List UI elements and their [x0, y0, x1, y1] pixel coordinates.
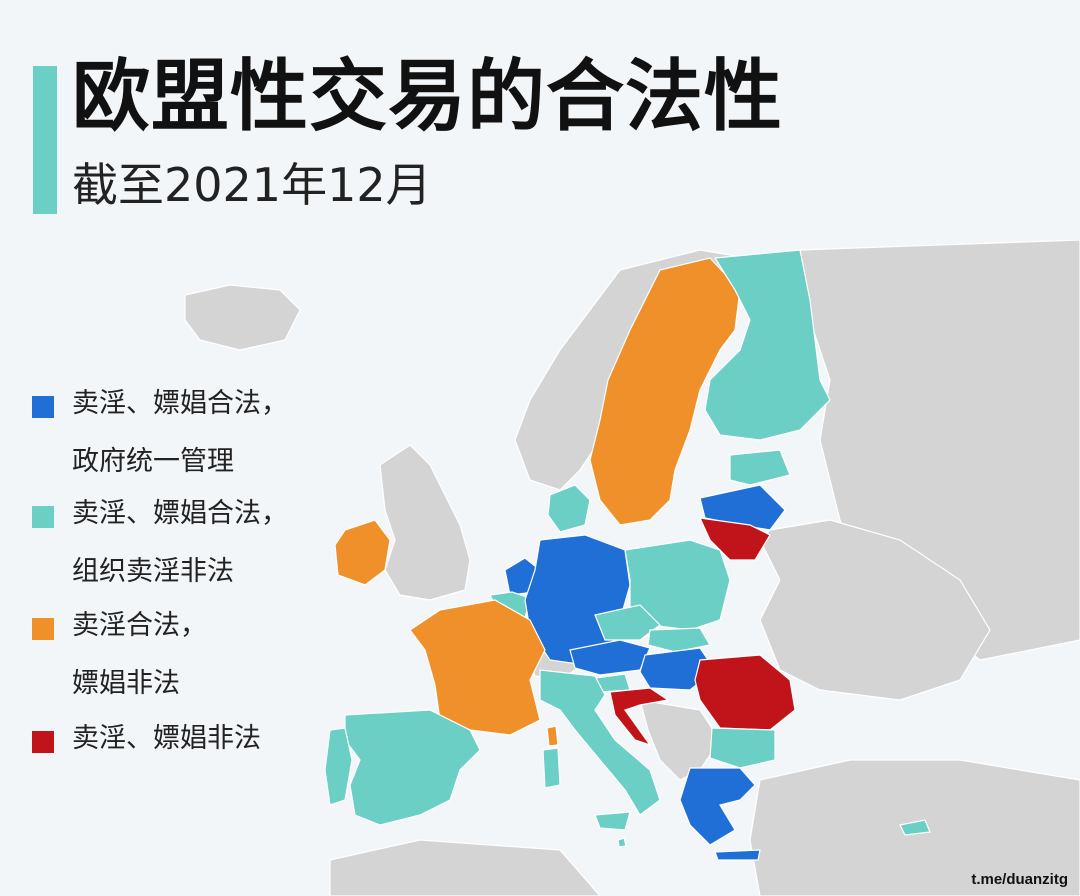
region-iceland: [184, 284, 301, 351]
region-latvia: [699, 484, 786, 531]
europe-map: [184, 240, 1080, 896]
region-spain: [344, 709, 481, 826]
source-credit: t.me/duanzitg: [971, 871, 1068, 888]
region-belarus-ukraine: [759, 519, 991, 701]
region-uk: [379, 444, 471, 601]
legend-swatch-red: [32, 731, 54, 753]
region-poland: [624, 539, 731, 631]
region-croatia: [609, 687, 670, 747]
region-greece-crete: [714, 849, 761, 861]
region-portugal: [324, 727, 353, 806]
region-sweden: [589, 257, 741, 526]
region-italy: [539, 669, 661, 816]
region-north-africa: [329, 839, 601, 896]
region-corsica: [546, 725, 559, 747]
region-ireland: [334, 519, 391, 586]
region-denmark: [547, 484, 591, 533]
region-bulgaria: [709, 727, 776, 769]
region-france: [409, 599, 546, 736]
region-cyprus: [899, 819, 931, 836]
legend-label: 卖淫合法， 嫖娼非法: [72, 610, 207, 699]
legend-label: 卖淫、嫖娼非法: [72, 723, 261, 754]
legend-label: 卖淫、嫖娼合法， 组织卖淫非法: [72, 498, 288, 587]
region-finland: [704, 249, 831, 441]
page-title: 欧盟性交易的合法性: [72, 52, 784, 142]
legend-swatch-orange: [32, 618, 54, 640]
legend-swatch-teal: [32, 506, 54, 528]
page-subtitle: 截至2021年12月: [72, 158, 432, 212]
accent-bar: [33, 66, 57, 214]
region-estonia: [729, 449, 791, 486]
region-italy-sicily: [594, 811, 631, 831]
region-malta: [617, 837, 627, 848]
legend-label: 卖淫、嫖娼合法， 政府统一管理: [72, 388, 288, 477]
region-italy-sardinia: [542, 747, 561, 789]
region-greece: [679, 767, 756, 846]
legend-swatch-blue: [32, 396, 54, 418]
region-lithuania: [699, 517, 771, 561]
